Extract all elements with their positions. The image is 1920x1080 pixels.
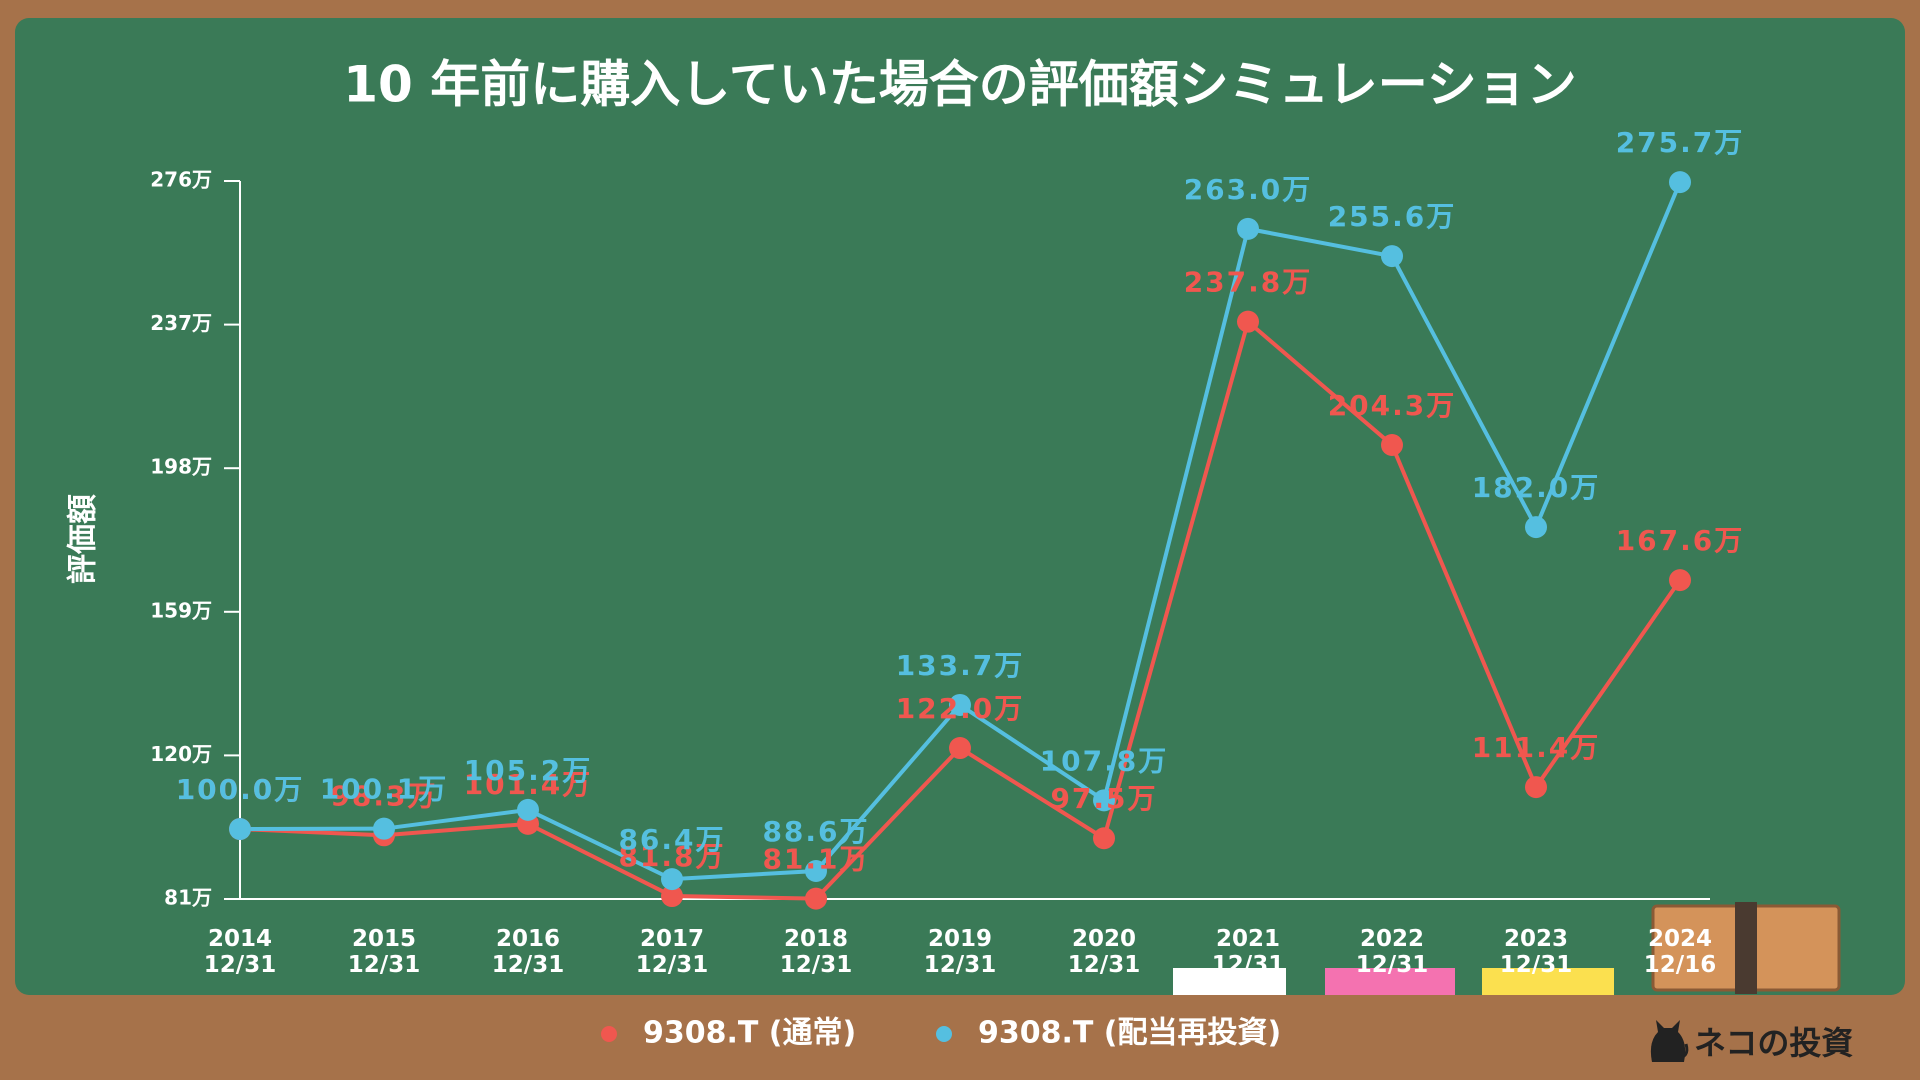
x-tick-label: 2017 12/31: [635, 926, 709, 978]
y-tick-label: 81万: [164, 886, 212, 910]
data-label: 111.4万: [1472, 731, 1601, 764]
data-label: 263.0万: [1184, 173, 1313, 206]
data-point: [949, 737, 971, 760]
chart-title: 10 年前に購入していた場合の評価額シミュレーション: [343, 56, 1577, 114]
cat-icon: [1650, 1020, 1689, 1062]
x-tick-label: 2019 12/31: [923, 926, 997, 978]
data-point: [517, 798, 539, 821]
data-point: [1237, 217, 1259, 240]
chalk-eraser: [1173, 968, 1286, 995]
data-label: 167.6万: [1616, 524, 1745, 557]
x-tick-label: 2020 12/31: [1067, 926, 1141, 978]
data-label: 86.4万: [618, 823, 725, 856]
data-point: [1525, 516, 1547, 539]
data-point: [1093, 827, 1115, 850]
data-point: [1525, 776, 1547, 799]
data-label: 101.4万: [464, 768, 593, 801]
y-tick-label: 276万: [150, 168, 212, 192]
y-axis-label: 評価額: [66, 494, 101, 584]
data-label: 275.7万: [1616, 126, 1745, 159]
legend-marker: [601, 1026, 617, 1042]
data-label: 107.8万: [1040, 744, 1169, 777]
data-label: 133.7万: [896, 649, 1025, 682]
data-point: [1093, 789, 1115, 812]
data-label: 122.0万: [896, 692, 1025, 725]
x-tick-label: 2024 12/16: [1643, 926, 1717, 978]
data-label: 81.8万: [618, 840, 725, 873]
data-label: 204.3万: [1328, 389, 1457, 422]
x-tick-label: 2018 12/31: [779, 926, 853, 978]
eraser-box: [1651, 902, 1841, 994]
x-tick-label: 2016 12/31: [491, 926, 565, 978]
data-point: [661, 885, 683, 908]
data-label: 100.0万: [176, 773, 305, 806]
x-tick-label: 2023 12/31: [1499, 926, 1573, 978]
data-label: 255.6万: [1328, 200, 1457, 233]
data-label: 97.5万: [1050, 782, 1157, 815]
data-point: [949, 693, 971, 716]
y-tick-label: 237万: [150, 311, 212, 335]
board: [15, 18, 1905, 995]
data-label: 88.6万: [762, 815, 869, 848]
chalk-eraser: [1482, 968, 1614, 995]
legend-label: 9308.T (配当再投資): [978, 1016, 1281, 1051]
y-tick-label: 159万: [150, 598, 212, 622]
data-point: [1381, 434, 1403, 457]
data-point: [1669, 171, 1691, 194]
legend-marker: [936, 1026, 952, 1042]
data-label: 98.3万: [330, 779, 437, 812]
y-tick-label: 120万: [150, 742, 212, 766]
data-label: 105.2万: [464, 754, 593, 787]
data-point: [229, 818, 251, 841]
brand-logo: ネコの投資: [1694, 1024, 1853, 1062]
x-tick-label: 2015 12/31: [347, 926, 421, 978]
data-label: 81.1万: [762, 843, 869, 876]
data-label: 100.1万: [320, 773, 449, 806]
data-label: 237.8万: [1184, 266, 1313, 299]
data-point: [805, 887, 827, 910]
chalk-eraser: [1325, 968, 1455, 995]
x-tick-label: 2014 12/31: [203, 926, 277, 978]
legend-label: 9308.T (通常): [643, 1016, 856, 1051]
x-tick-label: 2022 12/31: [1355, 926, 1429, 978]
data-label: 182.0万: [1472, 471, 1601, 504]
data-point: [1381, 245, 1403, 268]
data-point: [661, 868, 683, 891]
data-label: 100.0万: [176, 773, 305, 806]
y-tick-label: 198万: [150, 455, 212, 479]
data-point: [1237, 310, 1259, 333]
data-point: [1669, 569, 1691, 592]
data-point: [373, 817, 395, 840]
frame-bottom: [0, 995, 1920, 1080]
data-point: [805, 860, 827, 883]
x-tick-label: 2021 12/31: [1211, 926, 1285, 978]
